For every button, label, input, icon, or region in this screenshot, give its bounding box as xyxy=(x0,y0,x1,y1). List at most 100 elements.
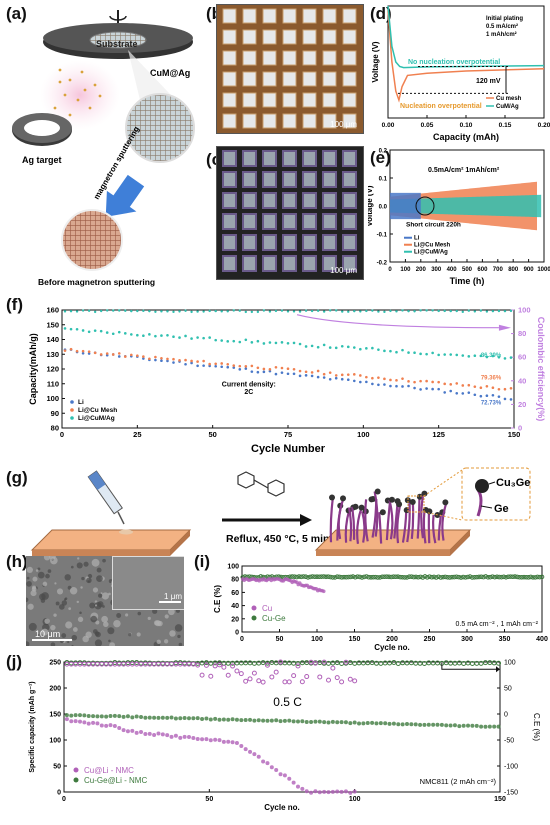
cap-point-cuge xyxy=(182,716,187,721)
y2-tick-label: -50 xyxy=(504,738,514,745)
data-point-cuge xyxy=(400,574,405,580)
mesh-opening xyxy=(302,29,317,45)
legend-label: Li xyxy=(78,399,84,406)
cap-point-cuge xyxy=(130,715,135,720)
legend-label: Li@Cu Mesh xyxy=(414,243,451,249)
data-point-cuge xyxy=(503,574,509,580)
data-point xyxy=(154,358,157,362)
data-point-cuge xyxy=(483,574,489,579)
data-point-cuge xyxy=(337,574,342,580)
y-axis-label: Capacity(mAh/g) xyxy=(28,333,38,405)
data-point-cuge xyxy=(316,574,322,580)
ce-point-cuge xyxy=(408,660,414,666)
y2-tick-label: 0 xyxy=(518,424,522,433)
mesh-opening xyxy=(242,255,257,272)
data-point xyxy=(389,349,392,353)
cap-point-cu xyxy=(147,731,152,736)
data-point-cuge xyxy=(391,574,396,580)
ce-point-cu xyxy=(317,674,323,680)
x-tick-label: 300 xyxy=(431,267,442,273)
x-tick-label: 350 xyxy=(499,636,511,643)
ce-point xyxy=(136,309,139,313)
cap-point-cuge xyxy=(374,721,379,726)
sem-grain xyxy=(96,567,102,573)
nanowire xyxy=(378,512,383,544)
x-tick-label: 100 xyxy=(311,636,323,643)
sem-grain xyxy=(92,587,99,593)
data-point-cuge xyxy=(384,574,390,579)
data-point xyxy=(105,352,109,355)
cap-point-cu xyxy=(165,733,170,738)
process-arrow-icon xyxy=(105,174,145,217)
ce-point xyxy=(425,309,428,312)
cu3ge-label: Cu₃Ge xyxy=(496,477,530,489)
cap-point-cuge xyxy=(365,720,370,725)
mesh-opening xyxy=(302,71,317,87)
data-point-cuge xyxy=(447,575,453,580)
data-point-cuge xyxy=(305,575,311,580)
legend-swatch xyxy=(73,767,79,773)
nanowire xyxy=(441,501,448,541)
data-point xyxy=(75,349,79,353)
cap-point-cu xyxy=(291,780,296,785)
mesh-opening xyxy=(262,192,277,209)
panel-label-g: (g) xyxy=(6,468,28,487)
data-point xyxy=(232,366,236,369)
ce-point-cuge xyxy=(317,660,323,666)
mesh-opening xyxy=(302,150,317,167)
cap-point-cuge xyxy=(291,719,296,724)
data-point-cuge xyxy=(523,574,529,580)
cap-point-cu xyxy=(134,730,139,735)
annotation-rate: 2C xyxy=(244,389,253,396)
substrate-label: Substrate xyxy=(96,39,138,49)
panel-label-h: (h) xyxy=(6,552,28,571)
cap-point-cuge xyxy=(221,717,226,722)
ce-point-cu xyxy=(217,662,223,668)
data-point-cuge xyxy=(364,574,369,579)
data-point-cuge xyxy=(427,574,432,579)
mesh-opening xyxy=(222,113,237,129)
ce-point xyxy=(365,309,368,313)
y-axis-label: Specific capacity (mAh g⁻¹) xyxy=(29,681,36,772)
ce-point-cu xyxy=(212,663,218,669)
x-tick-label: 150 xyxy=(508,430,521,439)
data-point-cuge xyxy=(341,574,347,580)
data-point xyxy=(87,352,91,355)
sem-grain xyxy=(39,593,46,601)
y2-axis-label: Coulombic efficiency(%) xyxy=(536,317,546,422)
nanowire xyxy=(416,496,421,539)
nanowire-tip xyxy=(416,493,423,500)
data-point-cuge xyxy=(357,574,363,580)
data-point xyxy=(202,336,205,340)
cap-point-cu xyxy=(226,739,231,744)
cap-point-cuge xyxy=(300,719,305,724)
ce-point xyxy=(99,309,103,313)
axis-arrow xyxy=(441,663,496,670)
sem-grain xyxy=(63,598,67,601)
legend-swatch xyxy=(70,416,74,420)
sem-grain xyxy=(169,630,176,637)
data-point xyxy=(81,349,85,353)
sem-grain xyxy=(65,621,73,629)
data-point xyxy=(123,332,127,335)
ce-point-cu xyxy=(230,663,236,669)
data-point xyxy=(383,377,386,381)
annotation-conditions: Initial plating xyxy=(486,16,523,22)
ce-point xyxy=(473,310,477,313)
x-tick-label: 150 xyxy=(349,636,361,643)
data-point xyxy=(99,329,103,333)
mesh-opening xyxy=(242,213,257,230)
ce-point xyxy=(238,309,241,312)
mesh-opening xyxy=(342,92,357,108)
series-band-2 xyxy=(390,194,542,218)
cap-point-cuge xyxy=(383,721,388,726)
data-point xyxy=(431,351,434,355)
data-point xyxy=(389,378,392,382)
mesh-opening xyxy=(242,50,257,66)
data-point xyxy=(184,358,187,362)
ce-point xyxy=(220,310,223,313)
data-point xyxy=(310,344,314,348)
y-tick-label: 20 xyxy=(231,616,239,623)
cap-point-cuge xyxy=(439,722,444,727)
data-point xyxy=(148,333,151,336)
